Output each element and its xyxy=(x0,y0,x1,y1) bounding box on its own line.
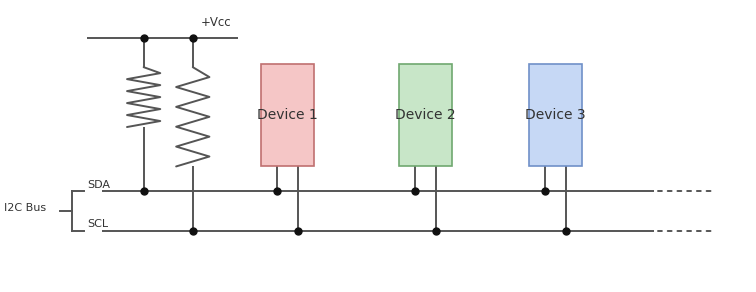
FancyBboxPatch shape xyxy=(529,64,582,166)
Text: SCL: SCL xyxy=(87,219,108,229)
Text: Device 1: Device 1 xyxy=(257,108,318,122)
Text: Device 2: Device 2 xyxy=(395,108,456,122)
FancyBboxPatch shape xyxy=(399,64,452,166)
Text: Device 3: Device 3 xyxy=(525,108,586,122)
FancyBboxPatch shape xyxy=(261,64,314,166)
Text: SDA: SDA xyxy=(87,180,110,190)
Text: I2C Bus: I2C Bus xyxy=(4,203,46,213)
Text: +Vcc: +Vcc xyxy=(200,16,231,29)
